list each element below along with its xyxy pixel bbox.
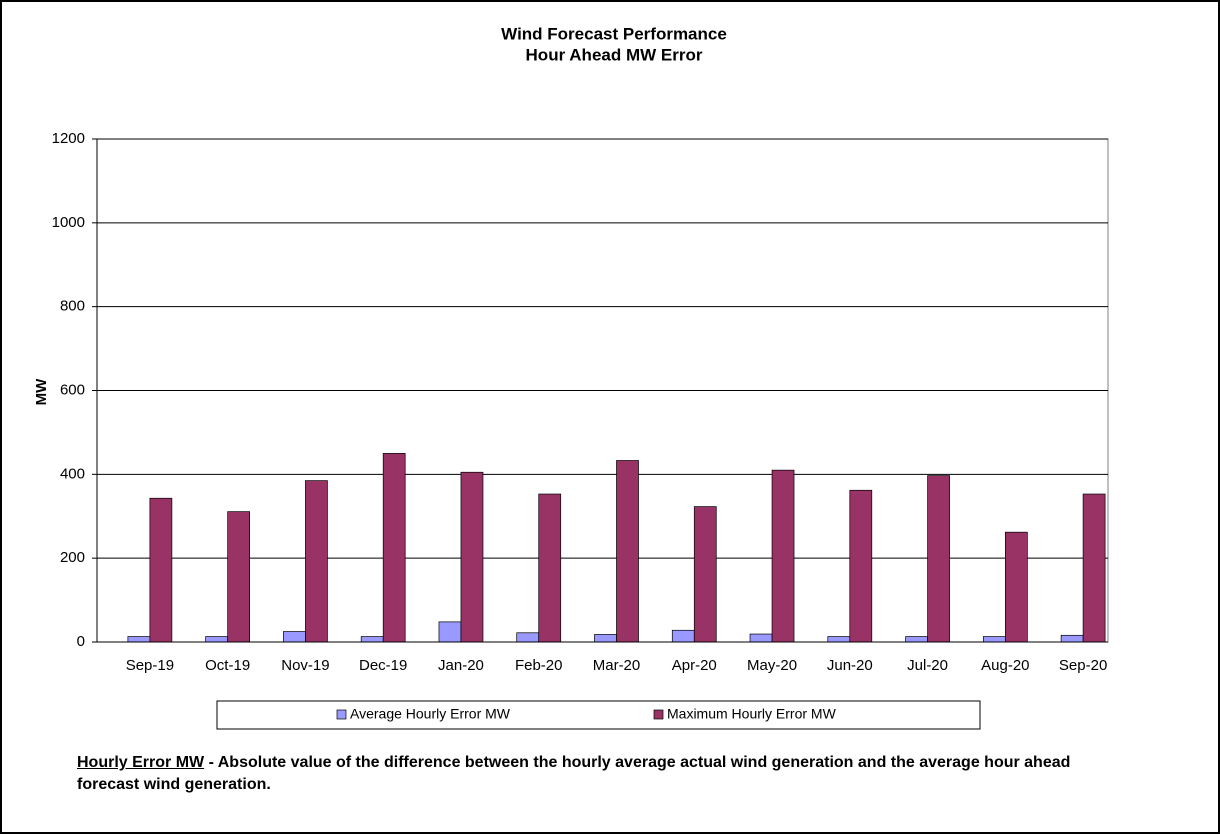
y-tick-label: 1200 (52, 130, 85, 147)
legend-box (216, 700, 981, 730)
x-tick-label: Sep-19 (126, 657, 174, 674)
bar (305, 480, 328, 643)
legend-swatch (653, 709, 664, 720)
bar (849, 489, 873, 643)
x-tick-label: Mar-20 (593, 657, 641, 674)
bar (671, 629, 695, 643)
bar (927, 475, 950, 643)
bar (1060, 634, 1084, 643)
x-tick-label: Apr-20 (672, 657, 717, 674)
bar (693, 506, 717, 643)
x-tick-label: Jul-20 (907, 657, 948, 674)
legend-label: Maximum Hourly Error MW (667, 706, 837, 722)
x-tick-label: Oct-19 (205, 657, 250, 674)
x-tick-label: Aug-20 (981, 657, 1029, 674)
x-tick-label: Nov-19 (281, 657, 329, 674)
bar (382, 453, 406, 643)
bar (749, 633, 773, 643)
legend-label: Average Hourly Error MW (350, 706, 511, 722)
note-text: - Absolute value of the difference betwe… (77, 754, 1071, 793)
bar (594, 634, 617, 643)
bar (127, 636, 151, 643)
bar (1004, 531, 1028, 643)
bar (982, 636, 1006, 643)
chart-title: Wind Forecast Performance (501, 24, 727, 43)
y-tick-label: 800 (60, 298, 85, 315)
y-axis-label: MW (33, 378, 50, 405)
bar (283, 631, 306, 643)
bar (460, 471, 484, 643)
x-tick-label: Jan-20 (438, 657, 484, 674)
bar (516, 632, 540, 643)
bar (905, 636, 928, 643)
legend-swatch (336, 709, 347, 720)
x-tick-label: Sep-20 (1059, 657, 1107, 674)
x-tick-label: Feb-20 (515, 657, 563, 674)
bar (827, 636, 851, 643)
chart-subtitle: Hour Ahead MW Error (526, 45, 703, 64)
bar (771, 469, 795, 643)
footnote: Hourly Error MW - Absolute value of the … (77, 752, 1107, 796)
y-tick-label: 600 (60, 381, 85, 398)
bar (360, 636, 384, 643)
x-tick-label: May-20 (747, 657, 797, 674)
y-tick-label: 200 (60, 549, 85, 566)
bar (616, 460, 639, 643)
bar (227, 511, 251, 643)
y-tick-label: 400 (60, 465, 85, 482)
x-tick-label: Jun-20 (827, 657, 873, 674)
note-term: Hourly Error MW (77, 754, 205, 771)
bar (205, 636, 229, 643)
y-tick-label: 1000 (52, 214, 85, 231)
bar (538, 493, 562, 643)
y-tick-label: 0 (77, 633, 85, 650)
x-tick-label: Dec-19 (359, 657, 407, 674)
bar (149, 497, 173, 643)
bar (438, 621, 462, 643)
bar (1082, 493, 1106, 643)
